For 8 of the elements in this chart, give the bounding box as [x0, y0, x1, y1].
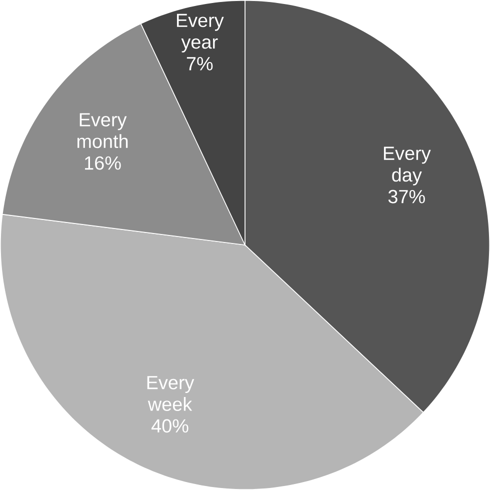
slice-label: Every week — [147, 376, 194, 411]
data-label: 16% — [85, 156, 121, 170]
data-label: 37% — [388, 190, 425, 204]
data-label: 7% — [186, 57, 213, 70]
slice-label: Every day — [384, 146, 431, 186]
data-label: 40% — [151, 419, 188, 433]
slice-label: Every month — [77, 113, 128, 148]
slice-label: Every year — [176, 14, 224, 52]
